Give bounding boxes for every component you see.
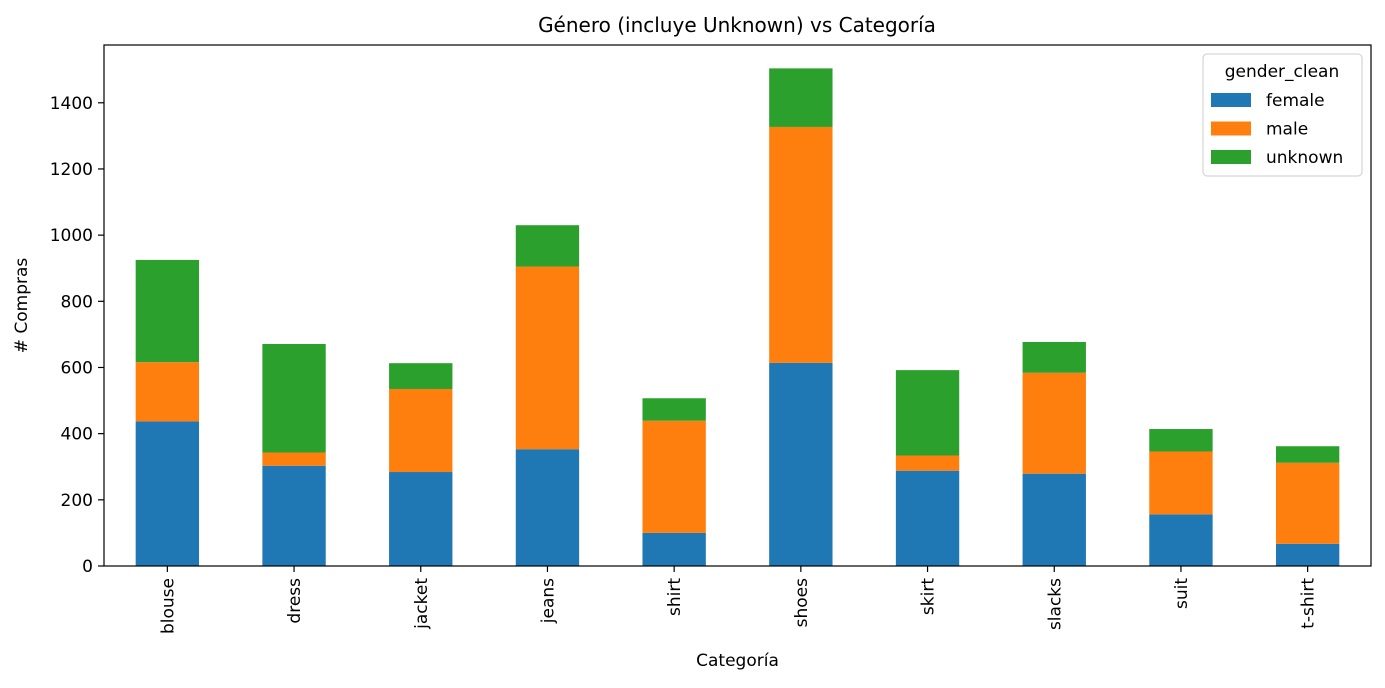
bar-jeans-unknown xyxy=(515,225,580,267)
x-tick-label: blouse xyxy=(158,578,178,634)
bar-dress-unknown xyxy=(262,343,326,453)
legend-box xyxy=(1202,53,1363,177)
bar-t-shirt-female xyxy=(1275,543,1340,566)
x-axis: blouse dress jacket jeans shirt shoes skirt sla… xyxy=(158,566,1319,634)
bar-t-shirt-male xyxy=(1275,462,1340,544)
y-tick-label: 1400 xyxy=(50,94,93,114)
bar-dress-male xyxy=(262,452,326,466)
x-tick-label: jeans xyxy=(538,578,558,624)
legend-swatch-male xyxy=(1211,121,1251,136)
y-tick-label: 200 xyxy=(61,491,93,511)
chart-title: Género (incluye Unknown) vs Categoría xyxy=(538,13,936,37)
plot-frame xyxy=(103,44,1372,567)
bar-dress-female xyxy=(262,465,326,566)
bar-shirt-unknown xyxy=(642,398,706,421)
y-axis: 0 200 400 600 800 1000 1200 1400 xyxy=(50,94,104,577)
x-axis-label: Categoría xyxy=(696,651,779,671)
bar-skirt-unknown xyxy=(895,370,960,456)
x-tick-label: skirt xyxy=(919,578,939,615)
legend-label-female: female xyxy=(1266,91,1325,111)
bar-suit-female xyxy=(1149,514,1213,566)
bar-shoes-male xyxy=(769,126,833,363)
y-tick-label: 0 xyxy=(82,557,93,577)
bar-slacks-female xyxy=(1022,473,1086,566)
bar-skirt-female xyxy=(895,470,960,566)
bar-jeans-female xyxy=(515,449,580,566)
y-tick-label: 1000 xyxy=(50,226,93,246)
x-tick-label: suit xyxy=(1172,578,1192,609)
x-tick-label: shoes xyxy=(792,578,812,627)
bar-blouse-unknown xyxy=(135,259,200,363)
bar-jacket-female xyxy=(389,472,453,566)
bar-blouse-female xyxy=(135,421,200,566)
bar-blouse-male xyxy=(135,362,200,422)
y-tick-label: 1200 xyxy=(50,160,93,180)
y-tick-label: 400 xyxy=(61,425,93,445)
legend-swatch-female xyxy=(1211,93,1251,107)
bar-slacks-unknown xyxy=(1022,342,1086,373)
legend-label-male: male xyxy=(1266,120,1308,140)
bar-shoes-unknown xyxy=(769,68,833,127)
x-tick-label: slacks xyxy=(1045,578,1065,630)
x-tick-label: shirt xyxy=(665,578,685,616)
legend-label-unknown: unknown xyxy=(1266,148,1343,168)
bar-shirt-male xyxy=(642,420,706,533)
bar-t-shirt-unknown xyxy=(1275,446,1340,463)
y-axis-label: # Compras xyxy=(12,258,32,354)
bars-group xyxy=(135,68,1340,566)
x-tick-label: jacket xyxy=(412,578,432,630)
bar-jacket-unknown xyxy=(389,363,453,389)
bar-slacks-male xyxy=(1022,372,1086,474)
bar-shoes-female xyxy=(769,362,833,566)
y-tick-label: 600 xyxy=(61,358,93,378)
bar-shirt-female xyxy=(642,532,706,566)
x-tick-label: t-shirt xyxy=(1299,578,1319,629)
bar-skirt-male xyxy=(895,455,960,471)
bar-jacket-male xyxy=(389,388,453,473)
bar-suit-unknown xyxy=(1149,429,1213,452)
legend-swatch-unknown xyxy=(1211,150,1251,164)
bar-suit-male xyxy=(1149,451,1213,515)
legend-title: gender_clean xyxy=(1225,62,1339,82)
x-tick-label: dress xyxy=(285,578,305,624)
y-tick-label: 800 xyxy=(61,292,93,312)
bar-jeans-male xyxy=(515,266,580,450)
